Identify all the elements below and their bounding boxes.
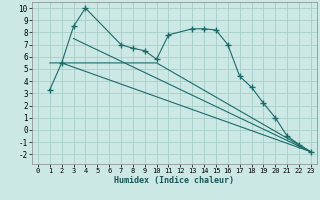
X-axis label: Humidex (Indice chaleur): Humidex (Indice chaleur)	[115, 176, 234, 185]
